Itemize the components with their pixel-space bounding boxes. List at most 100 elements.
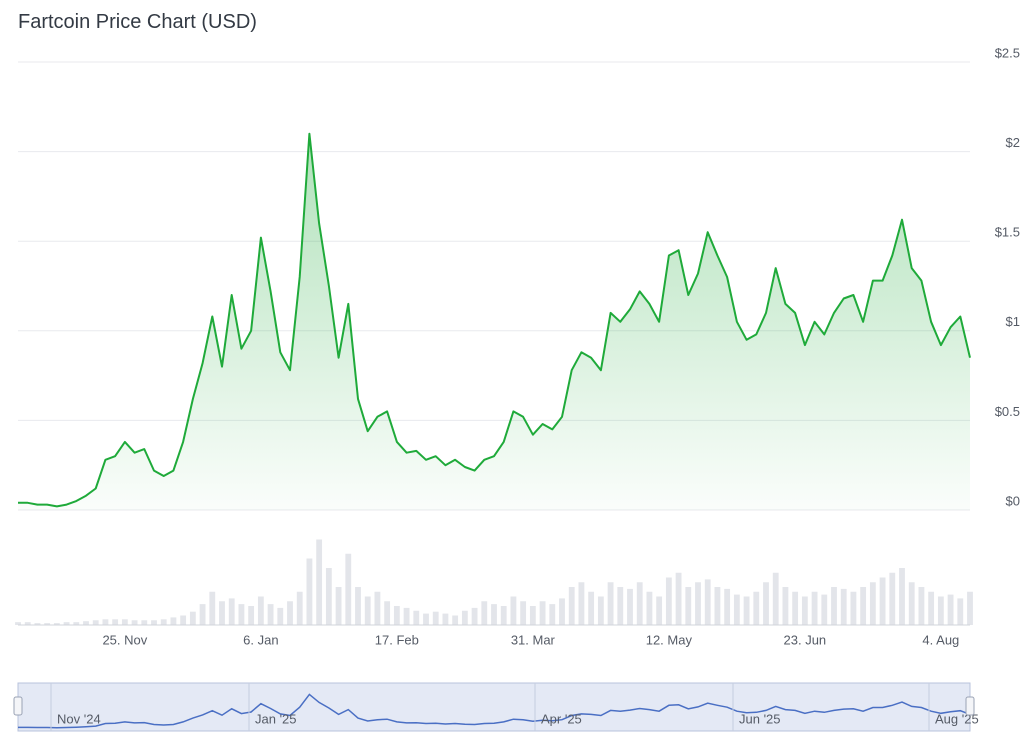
volume-bar bbox=[24, 622, 31, 625]
volume-bar bbox=[151, 620, 157, 625]
volume-bar bbox=[597, 596, 604, 625]
volume-bar bbox=[325, 568, 332, 625]
volume-bar bbox=[131, 620, 138, 625]
volume-bar bbox=[957, 598, 964, 625]
volume-bar bbox=[384, 601, 391, 625]
volume-bar bbox=[102, 619, 109, 625]
volume-bar bbox=[617, 587, 624, 625]
volume-bar bbox=[491, 604, 497, 625]
volume-bar bbox=[403, 607, 410, 625]
volume-bar bbox=[520, 601, 527, 625]
volume-bar bbox=[928, 591, 935, 625]
volume-bar bbox=[471, 607, 478, 625]
volume-bar bbox=[277, 607, 284, 625]
price-area bbox=[18, 133, 970, 510]
volume-bar bbox=[248, 606, 255, 625]
volume-bar bbox=[549, 604, 556, 625]
x-tick-label: 23. Jun bbox=[784, 632, 827, 647]
volume-bar bbox=[413, 610, 420, 625]
volume-bar bbox=[44, 623, 51, 625]
volume-bar bbox=[432, 611, 439, 625]
volume-bar bbox=[588, 591, 595, 625]
volume-bar bbox=[695, 582, 701, 625]
volume-bar bbox=[539, 601, 546, 625]
volume-bar bbox=[199, 604, 206, 625]
navigator-label: Apr '25 bbox=[541, 711, 582, 726]
volume-bar bbox=[675, 572, 682, 625]
volume-bar bbox=[947, 594, 954, 625]
volume-bar bbox=[238, 604, 245, 625]
volume-bar bbox=[63, 622, 70, 625]
volume-bar bbox=[219, 601, 225, 625]
volume-bar bbox=[393, 606, 400, 625]
navigator-handle[interactable] bbox=[965, 696, 975, 716]
x-tick-label: 31. Mar bbox=[511, 632, 556, 647]
volume-bar bbox=[510, 596, 517, 625]
chart-title: Fartcoin Price Chart (USD) bbox=[18, 11, 257, 33]
volume-bar bbox=[209, 591, 216, 625]
volume-bar bbox=[160, 619, 167, 625]
x-tick-label: 6. Jan bbox=[243, 632, 278, 647]
volume-bar bbox=[860, 587, 867, 625]
volume-bar bbox=[753, 591, 760, 625]
volume-bar bbox=[782, 587, 789, 625]
navigator-label: Nov '24 bbox=[57, 711, 101, 726]
volume-bar bbox=[257, 596, 264, 625]
volume-bar bbox=[821, 594, 828, 625]
volume-bar bbox=[908, 582, 915, 625]
volume-bar bbox=[34, 623, 41, 625]
volume-bar bbox=[92, 620, 99, 625]
volume-bar bbox=[714, 587, 721, 625]
volume-bar bbox=[646, 591, 653, 625]
volume-bar bbox=[316, 539, 323, 625]
volume-bar bbox=[831, 587, 837, 625]
navigator-handle[interactable] bbox=[13, 696, 23, 716]
volume-bar bbox=[141, 620, 148, 625]
volume-bar bbox=[656, 596, 663, 625]
y-tick-label: $2.5 bbox=[995, 45, 1020, 60]
x-tick-label: 25. Nov bbox=[102, 632, 147, 647]
volume-bar bbox=[665, 577, 672, 625]
volume-bar bbox=[121, 619, 128, 625]
volume-bar bbox=[189, 611, 196, 625]
volume-bar bbox=[452, 615, 459, 625]
volume-bar bbox=[364, 596, 371, 625]
volume-bar bbox=[287, 601, 293, 625]
volume-bar bbox=[345, 553, 352, 625]
volume-bar bbox=[267, 604, 274, 625]
volume-bar bbox=[112, 619, 119, 625]
volume-bar bbox=[685, 587, 692, 625]
volume-bar bbox=[889, 572, 896, 625]
volume-bar bbox=[335, 587, 342, 625]
navigator-label: Jun '25 bbox=[739, 711, 781, 726]
price-line bbox=[18, 132, 971, 508]
volume-bar bbox=[15, 622, 21, 625]
navigator-line bbox=[18, 693, 971, 729]
volume-bar bbox=[228, 598, 235, 625]
volume-bar bbox=[704, 579, 711, 625]
volume-bar bbox=[568, 587, 575, 625]
y-tick-label: $1.5 bbox=[995, 225, 1020, 240]
x-tick-label: 4. Aug bbox=[922, 632, 959, 647]
volume-bar bbox=[733, 594, 740, 625]
volume-bar bbox=[811, 591, 818, 625]
volume-bar bbox=[578, 582, 585, 625]
y-tick-label: $0 bbox=[1006, 493, 1020, 508]
y-tick-label: $1 bbox=[1006, 314, 1020, 329]
volume-bar bbox=[899, 568, 905, 625]
volume-bar bbox=[792, 591, 799, 625]
volume-bar bbox=[423, 613, 429, 625]
volume-bar bbox=[937, 596, 944, 625]
volume-bar bbox=[879, 577, 886, 625]
volume-bar bbox=[763, 582, 769, 625]
y-tick-label: $0.5 bbox=[995, 404, 1020, 419]
volume-bar bbox=[442, 613, 449, 625]
volume-bar bbox=[559, 598, 565, 625]
volume-bar bbox=[83, 621, 89, 625]
volume-bar bbox=[869, 582, 876, 625]
volume-bar bbox=[180, 615, 187, 625]
volume-bar bbox=[627, 588, 633, 625]
volume-bar bbox=[918, 587, 925, 625]
